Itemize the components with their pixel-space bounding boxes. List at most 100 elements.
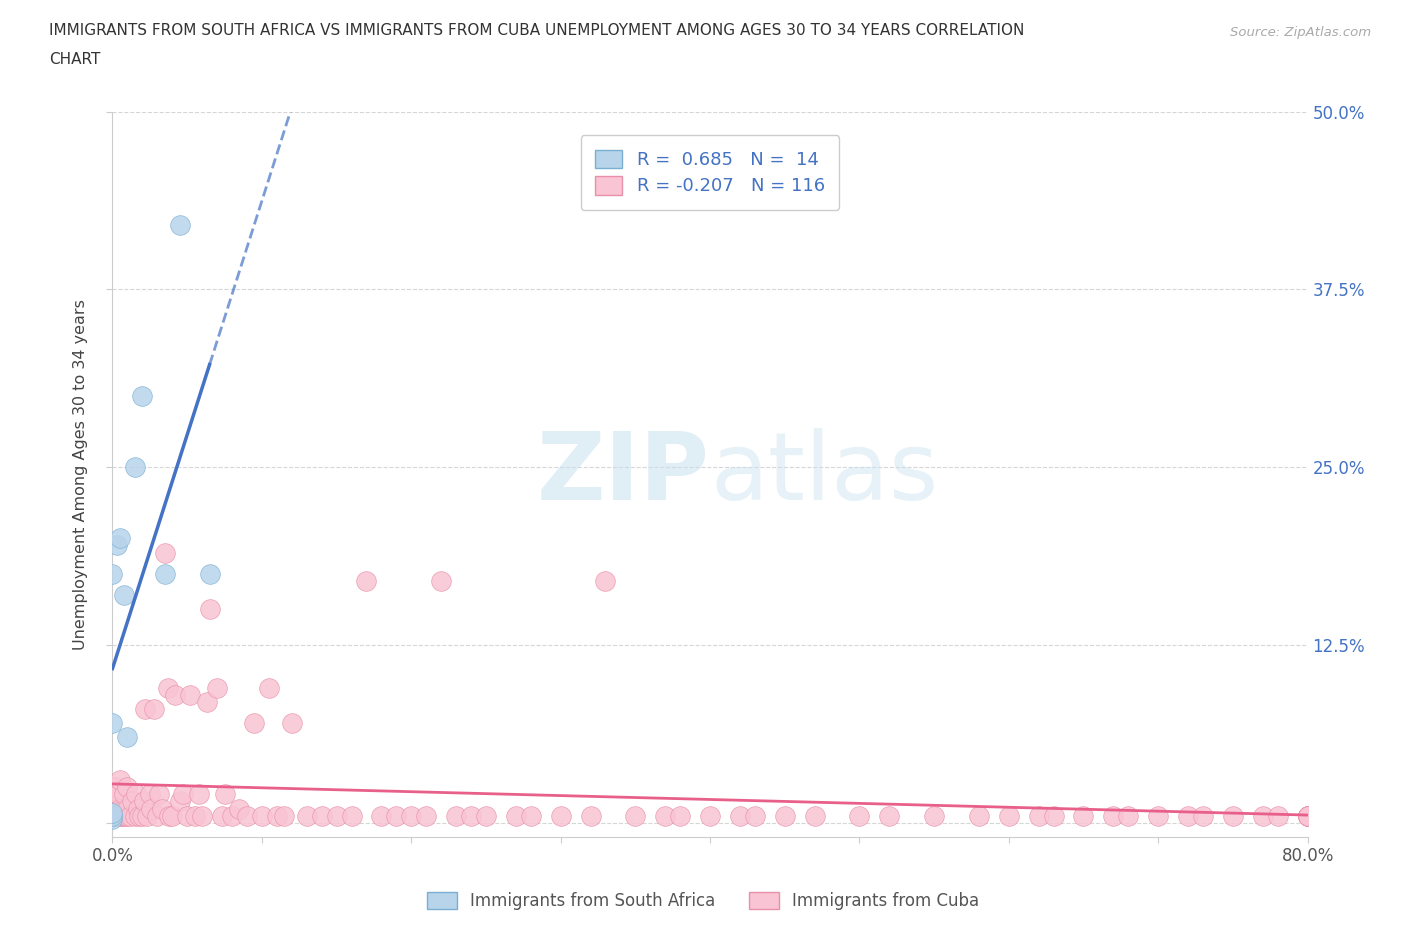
Point <box>101 808 124 823</box>
Point <box>1267 808 1289 823</box>
Point <box>325 808 347 823</box>
Point <box>195 695 218 710</box>
Point <box>127 801 149 816</box>
Point <box>370 808 392 823</box>
Point <box>125 787 148 802</box>
Point <box>1147 808 1170 823</box>
Point <box>595 574 617 589</box>
Point <box>1073 808 1095 823</box>
Point <box>998 808 1021 823</box>
Point <box>146 808 169 823</box>
Point <box>157 808 180 823</box>
Point <box>198 566 221 581</box>
Point <box>107 808 129 823</box>
Point <box>1251 808 1274 823</box>
Point <box>114 801 135 816</box>
Point <box>922 808 945 823</box>
Y-axis label: Unemployment Among Ages 30 to 34 years: Unemployment Among Ages 30 to 34 years <box>73 299 89 650</box>
Point <box>104 779 127 794</box>
Point <box>430 574 453 589</box>
Point <box>101 804 124 818</box>
Point <box>101 805 124 820</box>
Point <box>169 794 191 809</box>
Point <box>108 773 131 788</box>
Point <box>156 680 179 695</box>
Point <box>172 787 194 802</box>
Point <box>101 811 124 826</box>
Point <box>101 716 124 731</box>
Point <box>228 801 250 816</box>
Point <box>134 701 156 716</box>
Point <box>179 687 201 702</box>
Point <box>273 808 295 823</box>
Point <box>108 801 131 816</box>
Point <box>505 808 527 823</box>
Point <box>128 808 150 823</box>
Point <box>198 602 221 617</box>
Point <box>131 389 153 404</box>
Point <box>281 716 304 731</box>
Point <box>1028 808 1050 823</box>
Point <box>105 801 128 816</box>
Text: CHART: CHART <box>49 52 101 67</box>
Point <box>728 808 751 823</box>
Point <box>117 808 139 823</box>
Point <box>214 787 236 802</box>
Point <box>120 808 142 823</box>
Point <box>205 680 228 695</box>
Point <box>236 808 259 823</box>
Point <box>879 808 901 823</box>
Point <box>1222 808 1244 823</box>
Point <box>114 588 135 603</box>
Point <box>101 803 124 817</box>
Point <box>1102 808 1125 823</box>
Point <box>143 701 166 716</box>
Point <box>110 808 132 823</box>
Point <box>124 459 146 474</box>
Point <box>520 808 543 823</box>
Point <box>148 787 170 802</box>
Point <box>1177 808 1199 823</box>
Point <box>117 801 139 816</box>
Point <box>101 807 124 822</box>
Point <box>1296 808 1319 823</box>
Point <box>1296 808 1319 823</box>
Point <box>101 798 124 813</box>
Point <box>108 531 131 546</box>
Point <box>165 687 187 702</box>
Text: ZIP: ZIP <box>537 429 710 520</box>
Point <box>579 808 602 823</box>
Point <box>162 808 183 823</box>
Legend: Immigrants from South Africa, Immigrants from Cuba: Immigrants from South Africa, Immigrants… <box>420 885 986 917</box>
Point <box>385 808 408 823</box>
Point <box>169 218 191 232</box>
Point <box>183 808 205 823</box>
Point <box>139 787 162 802</box>
Point <box>101 797 124 812</box>
Text: Source: ZipAtlas.com: Source: ZipAtlas.com <box>1230 26 1371 39</box>
Point <box>475 808 498 823</box>
Point <box>176 808 198 823</box>
Point <box>211 808 233 823</box>
Point <box>221 808 243 823</box>
Point <box>1296 808 1319 823</box>
Point <box>654 808 676 823</box>
Point <box>259 680 281 695</box>
Point <box>117 730 139 745</box>
Point <box>250 808 273 823</box>
Point <box>1296 808 1319 823</box>
Point <box>101 787 124 802</box>
Point <box>108 808 131 823</box>
Point <box>803 808 825 823</box>
Point <box>101 801 124 816</box>
Point <box>1042 808 1064 823</box>
Point <box>124 808 146 823</box>
Point <box>243 716 266 731</box>
Point <box>624 808 647 823</box>
Point <box>669 808 692 823</box>
Point <box>153 566 176 581</box>
Point <box>1296 808 1319 823</box>
Point <box>311 808 333 823</box>
Point <box>744 808 766 823</box>
Point <box>131 808 153 823</box>
